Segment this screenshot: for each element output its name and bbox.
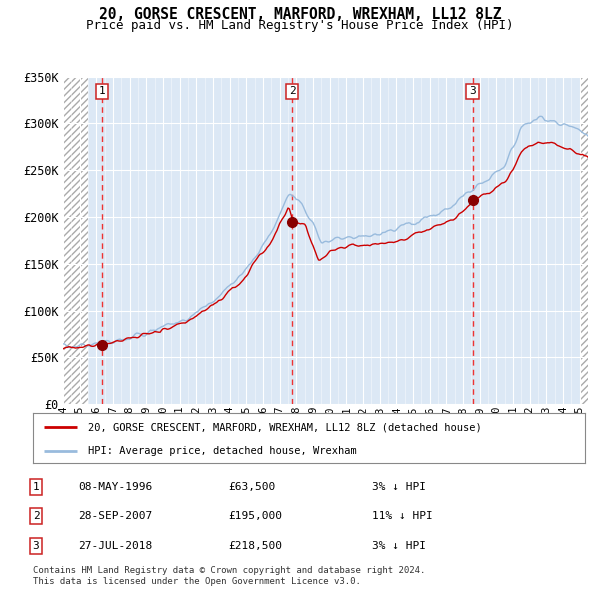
Text: Price paid vs. HM Land Registry's House Price Index (HPI): Price paid vs. HM Land Registry's House … xyxy=(86,19,514,32)
Text: 27-JUL-2018: 27-JUL-2018 xyxy=(78,541,152,550)
Text: 3: 3 xyxy=(469,87,476,96)
Text: 20, GORSE CRESCENT, MARFORD, WREXHAM, LL12 8LZ (detached house): 20, GORSE CRESCENT, MARFORD, WREXHAM, LL… xyxy=(88,422,482,432)
Text: HPI: Average price, detached house, Wrexham: HPI: Average price, detached house, Wrex… xyxy=(88,445,357,455)
Text: This data is licensed under the Open Government Licence v3.0.: This data is licensed under the Open Gov… xyxy=(33,577,361,586)
Text: 3: 3 xyxy=(32,541,40,550)
Text: 1: 1 xyxy=(99,87,106,96)
Text: £63,500: £63,500 xyxy=(228,482,275,491)
Text: 3% ↓ HPI: 3% ↓ HPI xyxy=(372,541,426,550)
Text: 08-MAY-1996: 08-MAY-1996 xyxy=(78,482,152,491)
Text: 2: 2 xyxy=(32,512,40,521)
Text: 11% ↓ HPI: 11% ↓ HPI xyxy=(372,512,433,521)
Text: 3% ↓ HPI: 3% ↓ HPI xyxy=(372,482,426,491)
Text: £218,500: £218,500 xyxy=(228,541,282,550)
Text: 2: 2 xyxy=(289,87,296,96)
Text: 20, GORSE CRESCENT, MARFORD, WREXHAM, LL12 8LZ: 20, GORSE CRESCENT, MARFORD, WREXHAM, LL… xyxy=(99,7,501,22)
Text: £195,000: £195,000 xyxy=(228,512,282,521)
Text: 1: 1 xyxy=(32,482,40,491)
Text: Contains HM Land Registry data © Crown copyright and database right 2024.: Contains HM Land Registry data © Crown c… xyxy=(33,566,425,575)
Text: 28-SEP-2007: 28-SEP-2007 xyxy=(78,512,152,521)
